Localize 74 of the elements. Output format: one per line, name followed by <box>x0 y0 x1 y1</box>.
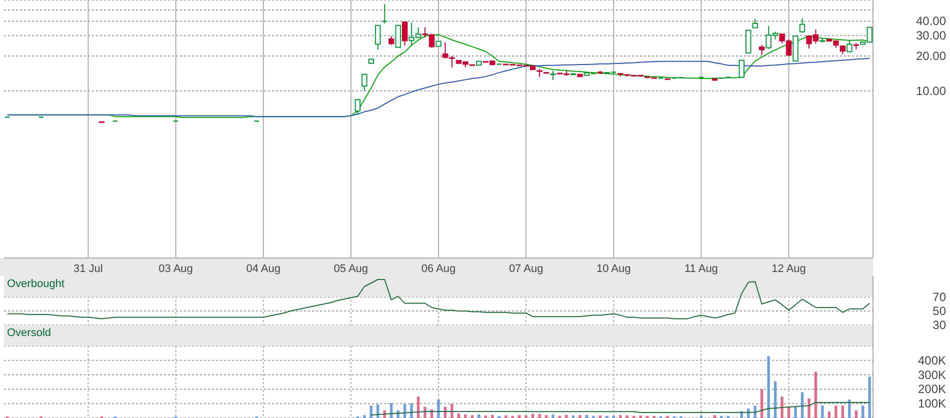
candlestick <box>388 36 394 46</box>
candlestick <box>746 30 752 54</box>
x-tick-label: 10 Aug <box>596 263 631 275</box>
y-tick-label: 30 <box>932 318 946 332</box>
candlestick <box>354 98 361 116</box>
x-tick-label: 04 Aug <box>246 263 280 275</box>
bar <box>800 392 804 418</box>
bar <box>565 414 568 418</box>
bar <box>808 398 810 418</box>
bar <box>464 414 467 418</box>
bar <box>544 415 548 418</box>
bar <box>478 414 480 418</box>
bar <box>470 415 474 418</box>
y-tick-label: 40.00 <box>916 14 946 28</box>
band-label: Oversold <box>7 326 52 339</box>
y-tick-label: 70 <box>932 290 946 304</box>
bar <box>410 403 413 418</box>
candlestick <box>738 60 744 78</box>
candlestick <box>395 24 401 48</box>
bar <box>814 372 818 418</box>
bar <box>437 400 440 418</box>
bar <box>518 415 521 418</box>
band-label: Overbought <box>7 278 64 290</box>
candlestick <box>362 74 368 92</box>
bar <box>841 406 844 418</box>
x-tick-label: 11 Aug <box>684 263 718 275</box>
y-tick-label: 200K <box>918 382 946 396</box>
candlestick <box>550 70 556 81</box>
candlestick <box>402 22 408 46</box>
bar <box>363 415 366 418</box>
candlestick <box>758 44 765 56</box>
bar <box>774 381 777 418</box>
bar <box>854 410 858 418</box>
bar <box>552 414 554 418</box>
bar <box>538 414 541 418</box>
bar <box>754 406 756 418</box>
candlestick <box>375 24 381 50</box>
bar <box>424 406 426 418</box>
bar <box>862 406 864 418</box>
x-tick-label: 05 Aug <box>334 263 368 275</box>
bar <box>639 415 642 418</box>
x-tick-label: 31 Jul <box>74 263 103 275</box>
candlestick <box>382 4 388 24</box>
x-tick-label: 12 Aug <box>772 263 806 275</box>
y-tick-label: 10.00 <box>916 84 946 98</box>
candlestick <box>799 18 806 34</box>
bar <box>524 415 528 418</box>
bar <box>780 396 784 418</box>
bar <box>457 413 460 418</box>
bar <box>794 406 797 418</box>
y-tick-label: 400K <box>918 353 946 368</box>
bar <box>868 376 871 418</box>
bar <box>713 415 716 418</box>
y-tick-label: 300K <box>918 368 946 382</box>
y-tick-label: 20.00 <box>916 49 946 64</box>
line-series <box>6 58 870 118</box>
bar <box>834 406 838 418</box>
bar <box>767 356 770 418</box>
line-series <box>6 279 870 320</box>
y-tick-label: 30.00 <box>916 28 946 43</box>
y-tick-label: 50 <box>932 304 946 318</box>
line-series <box>370 402 870 416</box>
candlestick <box>846 40 852 52</box>
x-tick-label: 03 Aug <box>158 263 193 275</box>
x-tick-label: 06 Aug <box>421 263 456 275</box>
bar <box>531 414 534 418</box>
bar <box>450 404 454 418</box>
bar <box>821 406 824 418</box>
y-tick-label: 100K <box>918 396 946 411</box>
bar <box>828 412 831 418</box>
bar <box>760 389 764 418</box>
x-tick-label: 07 Aug <box>508 263 544 275</box>
bar <box>578 415 582 418</box>
bar <box>619 415 622 418</box>
